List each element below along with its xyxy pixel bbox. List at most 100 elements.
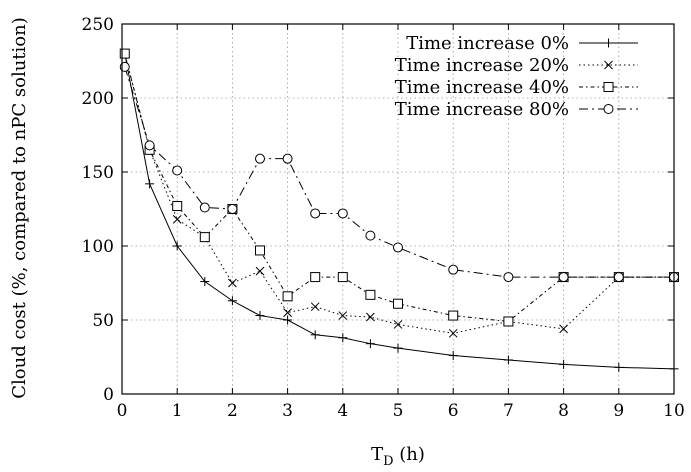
x-tick-label: 0 [117, 401, 128, 421]
data-point-cross [338, 311, 348, 320]
data-point-square [448, 310, 459, 321]
data-point-circle [365, 230, 376, 241]
series-group [119, 48, 679, 374]
data-point-cross [172, 215, 182, 224]
data-point-square [282, 291, 293, 302]
data-point-cross [283, 308, 292, 317]
data-point-plus [227, 296, 237, 306]
x-tick-label: 1 [172, 401, 183, 421]
data-point-circle [144, 140, 155, 151]
data-point-circle [448, 264, 459, 275]
data-point-plus [145, 179, 155, 189]
data-point-circle [393, 242, 403, 253]
data-point-circle [172, 165, 183, 176]
x-tick-label: 6 [448, 401, 459, 421]
data-point-plus [200, 277, 210, 287]
data-point-square [603, 82, 614, 92]
legend-label: Time increase 40% [395, 77, 569, 98]
data-point-square [337, 272, 348, 283]
x-tick-label: 3 [282, 401, 293, 421]
data-point-square [255, 245, 265, 256]
cross-marker-b [393, 320, 403, 329]
x-tick-label: 4 [337, 401, 348, 421]
data-point-square [310, 272, 321, 283]
data-point-circle [199, 202, 210, 213]
y-tick-label: 250 [82, 15, 114, 35]
cross-marker-b [559, 324, 568, 334]
cross-marker-b [310, 302, 320, 312]
legend-item: Time increase 0% [406, 33, 638, 54]
series-line [124, 53, 674, 334]
data-point-plus [172, 241, 182, 251]
x-tick-label: 8 [558, 401, 569, 421]
x-axis-label: TD (h) [371, 444, 425, 469]
cross-marker-b [338, 311, 348, 320]
x-axis-label-subscript: D [383, 454, 393, 469]
data-point-square [503, 316, 514, 327]
data-point-plus [283, 315, 293, 325]
x-tick-label: 10 [663, 401, 685, 421]
cross-marker-b [255, 266, 265, 276]
legend-label: Time increase 80% [395, 99, 569, 120]
data-point-plus [338, 333, 348, 343]
data-point-circle [337, 208, 348, 219]
data-point-plus [365, 339, 375, 349]
legend-label: Time increase 0% [406, 33, 569, 54]
legend-item: Time increase 20% [395, 55, 638, 76]
y-tick-label: 50 [92, 311, 114, 331]
data-point-circle [613, 272, 624, 283]
cross-marker-b [366, 312, 375, 322]
series-line [124, 53, 674, 322]
data-point-square [172, 201, 183, 212]
data-point-plus [310, 330, 320, 340]
data-point-cross [255, 266, 265, 276]
data-point-circle [503, 272, 514, 283]
cross-marker-b [604, 60, 613, 70]
data-point-circle [282, 153, 293, 164]
x-tick-label: 9 [613, 401, 624, 421]
data-point-plus [559, 359, 569, 369]
data-point-cross [448, 328, 458, 338]
data-point-plus [503, 355, 513, 365]
x-axis-label-main: T [371, 444, 383, 465]
legend: Time increase 0%Time increase 20%Time in… [395, 33, 638, 120]
y-axis-label: Cloud cost (%, compared to nPC solution) [9, 17, 30, 398]
x-axis-label-unit: (h) [394, 444, 425, 465]
data-point-cross [310, 302, 320, 312]
data-point-circle [227, 204, 238, 214]
data-point-cross [604, 60, 613, 70]
data-point-plus [393, 343, 403, 353]
legend-item: Time increase 80% [395, 99, 638, 120]
cross-marker-b [172, 215, 182, 224]
data-point-circle [310, 208, 321, 219]
legend-label: Time increase 20% [395, 55, 569, 76]
data-point-square [365, 289, 376, 300]
data-point-plus [604, 38, 613, 48]
data-point-plus [255, 311, 265, 321]
cross-marker-b [228, 278, 237, 288]
cross-marker-b [283, 308, 292, 317]
y-tick-label: 100 [82, 237, 114, 257]
legend-item: Time increase 40% [395, 77, 638, 98]
series-line [124, 66, 674, 278]
data-point-square [199, 232, 210, 243]
y-tick-label: 200 [82, 89, 114, 109]
data-point-circle [558, 272, 569, 283]
data-point-plus [448, 351, 458, 361]
data-point-circle [603, 104, 614, 114]
x-tick-label: 7 [503, 401, 514, 421]
x-tick-label: 2 [227, 401, 238, 421]
data-point-cross [559, 324, 568, 334]
data-point-square [119, 48, 130, 59]
cross-marker-b [448, 328, 458, 338]
data-point-cross [393, 320, 403, 329]
data-point-cross [228, 278, 237, 288]
y-tick-label: 150 [82, 163, 114, 183]
y-tick-label: 0 [103, 385, 114, 405]
data-point-square [393, 298, 403, 309]
data-point-circle [255, 153, 265, 164]
series-circle [119, 61, 679, 283]
x-tick-label: 5 [393, 401, 404, 421]
